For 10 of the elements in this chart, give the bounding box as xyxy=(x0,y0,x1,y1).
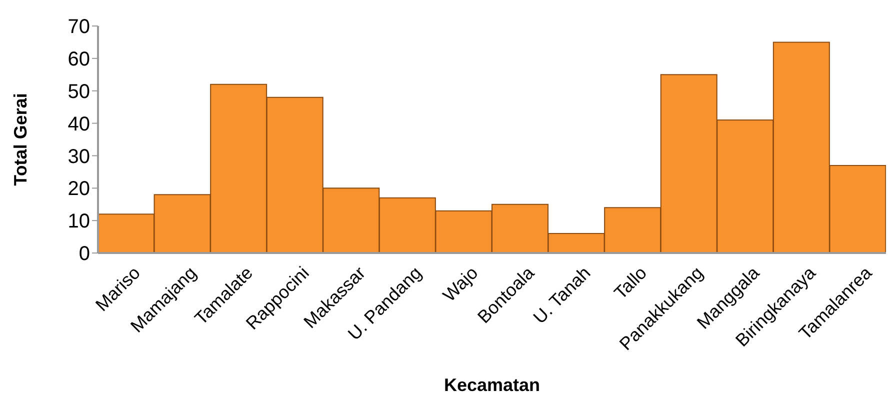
y-tick-label: 50 xyxy=(68,80,90,103)
y-tick-label: 30 xyxy=(68,146,90,168)
y-tick-label: 10 xyxy=(68,210,90,233)
y-tick-label: 60 xyxy=(68,48,90,71)
y-tick-label: 0 xyxy=(78,243,90,266)
y-tick-label: 40 xyxy=(68,113,90,136)
y-tick-label: 20 xyxy=(68,178,90,200)
x-axis-title: Kecamatan xyxy=(444,375,540,395)
y-tick-label: 70 xyxy=(68,16,90,38)
y-axis-title: Total Gerai xyxy=(10,93,30,186)
